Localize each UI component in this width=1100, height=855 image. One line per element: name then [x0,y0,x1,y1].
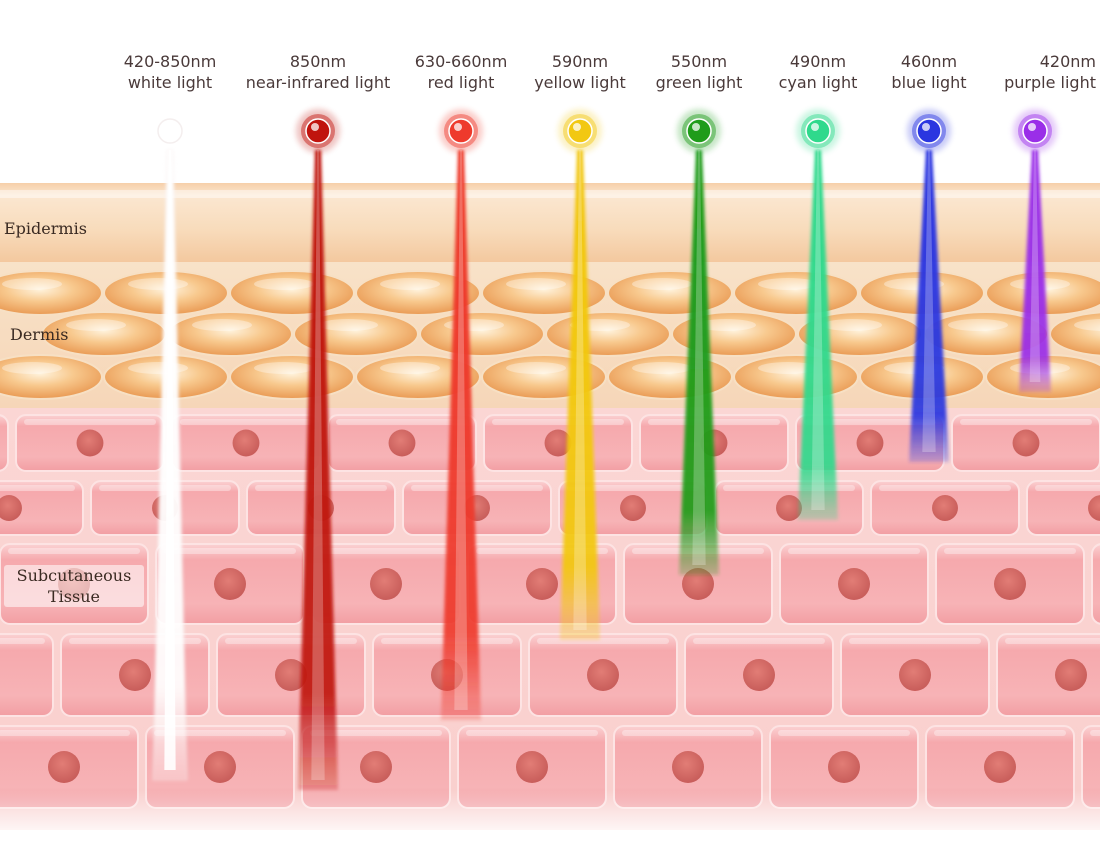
dermis-cell [229,270,355,316]
label-dermis: Dermis [10,325,69,344]
wavelength-value: 850nm [289,52,347,71]
light-name: yellow light [534,73,626,92]
cell-nucleus [275,659,307,691]
subcutaneous-cell [1091,543,1100,625]
subcutaneous-cell [0,633,54,717]
cell-nucleus [984,751,1016,783]
beam-yellow-light [560,150,600,640]
label-blue-light: 460nm blue light [844,51,1014,93]
dermis-cell [419,311,545,357]
cell-nucleus [214,568,246,600]
cell-nucleus [828,751,860,783]
emitter-purple-light [1013,109,1057,153]
cell-nucleus [48,751,80,783]
subcutaneous-cell [0,480,84,536]
dermis-cell [733,354,859,400]
light-name: white light [127,73,213,92]
light-name: red light [427,73,495,92]
cell-nucleus [370,568,402,600]
dermis-cell [355,354,481,400]
cell-nucleus [776,495,802,521]
cell-nucleus [526,568,558,600]
dermis-cell [0,270,103,316]
wavelength-value: 550nm [670,52,728,71]
wavelength-value: 420nm [1039,52,1096,71]
cell-nucleus [856,429,884,457]
cell-nucleus [544,429,572,457]
cell-nucleus [620,495,646,521]
cell-nucleus [388,429,416,457]
dermis-cell [355,270,481,316]
subcutaneous-cell [1081,725,1100,809]
beam-green-light [679,150,719,575]
cell-nucleus [682,568,714,600]
light-name: green light [655,73,743,92]
cell-nucleus [672,751,704,783]
label-red-light: 630-660nm red light [376,51,546,93]
subcutaneous-cell [0,414,9,472]
beam-red-light [441,150,481,720]
emitter-red-light [439,109,483,153]
cell-nucleus [932,495,958,521]
label-epidermis: Epidermis [4,219,87,238]
cell-nucleus [76,429,104,457]
light-name: blue light [891,73,967,92]
wavelength-value: 490nm [789,52,847,71]
label-cyan-light: 490nm cyan light [733,51,903,93]
dermis-cell [607,270,733,316]
label-subcutaneous-line1: Subcutaneous [16,566,132,585]
light-name: purple light [1004,73,1096,92]
label-subcutaneous-line2: Tissue [48,587,100,606]
emitter-near-infrared-light [296,109,340,153]
cell-nucleus [743,659,775,691]
beam-blue-light [909,150,949,462]
dermis-cell [229,354,355,400]
dermis-cell [545,311,671,357]
cell-nucleus [204,751,236,783]
light-beams [148,109,1057,790]
dermis-cell [1049,311,1100,357]
bottom-fade [0,790,1100,835]
label-green-light: 550nm green light [614,51,784,93]
emitter-green-light [677,109,721,153]
label-white-light: 420-850nm white light [85,51,255,93]
cell-nucleus [360,751,392,783]
wavelength-value: 420-850nm [123,52,217,71]
beam-near-infrared-light [298,150,338,790]
beam-purple-light [1019,150,1051,392]
label-subcutaneous-tissue: Subcutaneous Tissue [4,565,144,607]
dermis-cell [0,354,103,400]
emitter-cyan-light [796,109,840,153]
emitter-white-light [148,109,192,153]
light-name: near-infrared light [245,73,391,92]
dermis-cell [167,311,293,357]
cell-nucleus [516,751,548,783]
wavelength-value: 590nm [551,52,609,71]
emitter-blue-light [907,109,951,153]
subcutaneous-cell [1026,480,1100,536]
cell-nucleus [0,495,22,521]
wavelength-value: 630-660nm [414,52,508,71]
label-yellow-light: 590nm yellow light [495,51,665,93]
cell-nucleus [1055,659,1087,691]
epidermis-layer [0,183,1100,266]
cell-nucleus [899,659,931,691]
cell-nucleus [838,568,870,600]
dermis-cell [607,354,733,400]
label-near-infrared-light: 850nm near-infrared light [233,51,403,93]
dermis-cell [733,270,859,316]
cell-nucleus [587,659,619,691]
cell-nucleus [994,568,1026,600]
wavelength-value: 460nm [900,52,958,71]
cell-nucleus [119,659,151,691]
subcutaneous-cell [996,633,1100,717]
label-purple-light: 420nm purple light [926,51,1096,93]
cell-nucleus [1012,429,1040,457]
emitter-yellow-light [558,109,602,153]
cell-nucleus [232,429,260,457]
cell-nucleus [1088,495,1100,521]
light-name: cyan light [778,73,858,92]
beam-cyan-light [798,150,838,520]
